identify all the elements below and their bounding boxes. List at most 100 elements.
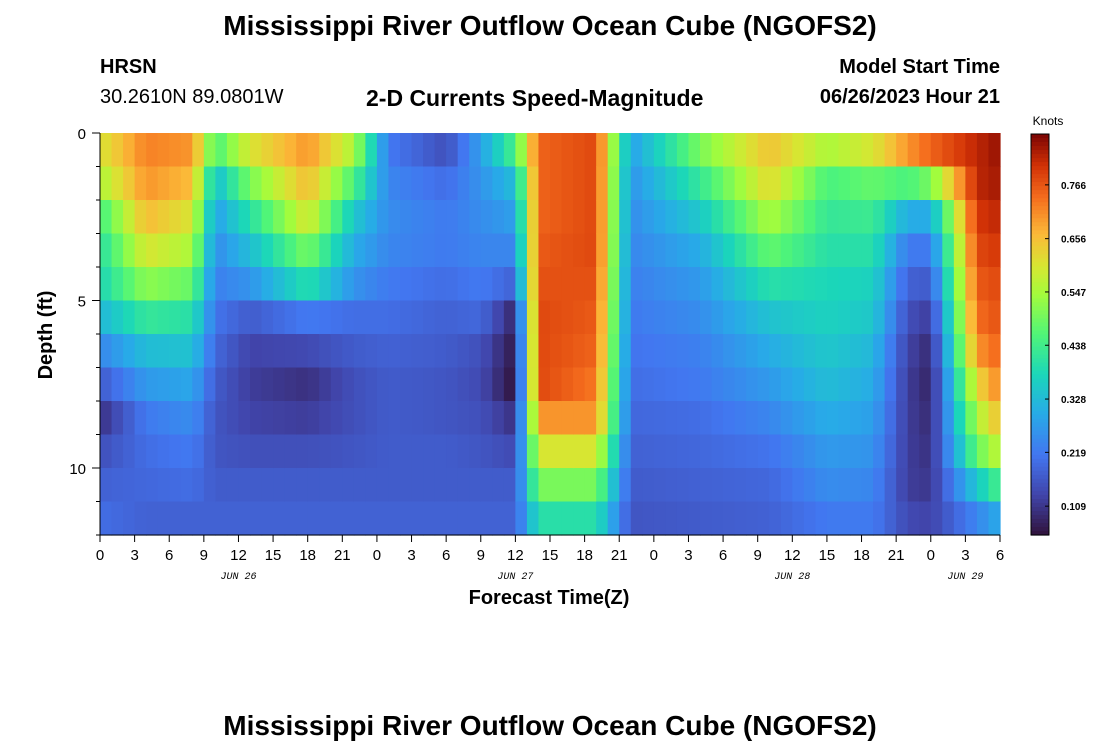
heatmap-cell xyxy=(780,200,793,235)
heatmap-cell xyxy=(734,267,747,302)
heatmap-cell xyxy=(942,233,955,268)
heatmap-cell xyxy=(965,267,978,302)
heatmap-cell xyxy=(561,233,574,268)
heatmap-cell xyxy=(873,367,886,402)
heatmap-cell xyxy=(676,200,690,235)
x-tick-label: 15 xyxy=(819,547,836,564)
colorbar-step xyxy=(1031,290,1049,295)
heatmap-cell xyxy=(446,200,459,235)
heatmap-cell xyxy=(100,434,113,469)
heatmap-cell xyxy=(976,367,990,402)
heatmap-cell xyxy=(480,401,493,436)
heatmap-cell xyxy=(965,501,978,536)
colorbar-step xyxy=(1031,190,1049,195)
heatmap-cell xyxy=(146,401,159,436)
heatmap-cell xyxy=(838,434,851,469)
heatmap-cell xyxy=(538,233,551,268)
heatmap-cell xyxy=(261,200,274,235)
x-axis-label: Forecast Time(Z) xyxy=(469,587,630,609)
heatmap-cell xyxy=(711,267,724,302)
heatmap-cell xyxy=(342,200,355,235)
heatmap-cell xyxy=(526,468,540,503)
heatmap-cell xyxy=(619,334,632,369)
heatmap-cell xyxy=(376,334,390,369)
heatmap-cell xyxy=(180,468,193,503)
heatmap-cell xyxy=(619,233,632,268)
heatmap-cell xyxy=(457,434,470,469)
heatmap-cell xyxy=(203,300,216,335)
heatmap-cell xyxy=(157,267,170,302)
heatmap-cell xyxy=(146,334,159,369)
heatmap-cell xyxy=(757,367,770,402)
heatmap-cell xyxy=(573,434,586,469)
colorbar-step xyxy=(1031,158,1049,163)
heatmap-cell xyxy=(296,468,309,503)
heatmap-cell xyxy=(596,401,609,436)
heatmap-cell xyxy=(953,300,966,335)
heatmap-cell xyxy=(296,200,309,235)
heatmap-cell xyxy=(296,501,309,536)
x-tick-label: 0 xyxy=(373,547,381,564)
heatmap-cell xyxy=(123,468,136,503)
heatmap-cell xyxy=(561,334,574,369)
heatmap-cell xyxy=(469,200,482,235)
heatmap-cell xyxy=(676,267,690,302)
heatmap-cell xyxy=(480,267,493,302)
heatmap-cell xyxy=(238,166,251,201)
heatmap-cell xyxy=(376,367,390,402)
colorbar-step xyxy=(1031,338,1049,344)
colorbar-step xyxy=(1031,138,1049,143)
heatmap-cell xyxy=(884,401,897,436)
heatmap-cell xyxy=(250,367,263,402)
heatmap-cell xyxy=(988,233,1001,268)
heatmap-cell xyxy=(342,133,355,168)
heatmap-cell xyxy=(457,300,470,335)
heatmap-cell xyxy=(676,133,690,168)
heatmap-cell xyxy=(169,434,182,469)
heatmap-cell xyxy=(780,334,793,369)
heatmap-cell xyxy=(665,133,678,168)
heatmap-cell xyxy=(503,300,516,335)
colorbar: 0.109 0.219 0.328 0.438 0.547 0.656 0.766 xyxy=(1030,133,1086,536)
colorbar-step xyxy=(1031,270,1049,275)
heatmap-cell xyxy=(792,166,805,201)
x-tick-label: 6 xyxy=(165,547,173,564)
heatmap-cell xyxy=(665,200,678,235)
heatmap-cell xyxy=(838,300,851,335)
heatmap-cell xyxy=(826,367,840,402)
heatmap-cell xyxy=(238,133,251,168)
heatmap-cell xyxy=(388,401,401,436)
heatmap-cell xyxy=(942,468,955,503)
heatmap-cell xyxy=(988,434,1001,469)
heatmap-cell xyxy=(850,267,863,302)
colorbar-step xyxy=(1031,450,1049,456)
heatmap-cell xyxy=(596,334,609,369)
heatmap-cell xyxy=(180,300,193,335)
heatmap-cell xyxy=(515,233,528,268)
colorbar-step xyxy=(1031,230,1049,235)
heatmap-cell xyxy=(261,166,274,201)
heatmap-cell xyxy=(400,468,413,503)
colorbar-step xyxy=(1031,182,1049,187)
heatmap-cell xyxy=(111,133,124,168)
heatmap-cell xyxy=(111,434,124,469)
heatmap-cell xyxy=(388,200,401,235)
heatmap-cell xyxy=(503,200,516,235)
heatmap-cell xyxy=(688,501,701,536)
colorbar-step xyxy=(1031,254,1049,259)
station-coordinates: 30.2610N 89.0801W xyxy=(100,86,284,108)
heatmap-cell xyxy=(734,367,747,402)
heatmap-cell xyxy=(526,233,540,268)
colorbar-step xyxy=(1031,414,1049,420)
heatmap-cell xyxy=(561,166,574,201)
colorbar-tick-label: 0.766 xyxy=(1061,181,1086,192)
heatmap-cell xyxy=(307,401,320,436)
heatmap-cell xyxy=(907,334,920,369)
heatmap-cell xyxy=(215,267,228,302)
heatmap-cell xyxy=(607,501,620,536)
heatmap-cell xyxy=(492,367,505,402)
heatmap-cell xyxy=(815,200,828,235)
heatmap-cell xyxy=(826,133,840,168)
heatmap-cell xyxy=(250,468,263,503)
heatmap-cell xyxy=(446,334,459,369)
